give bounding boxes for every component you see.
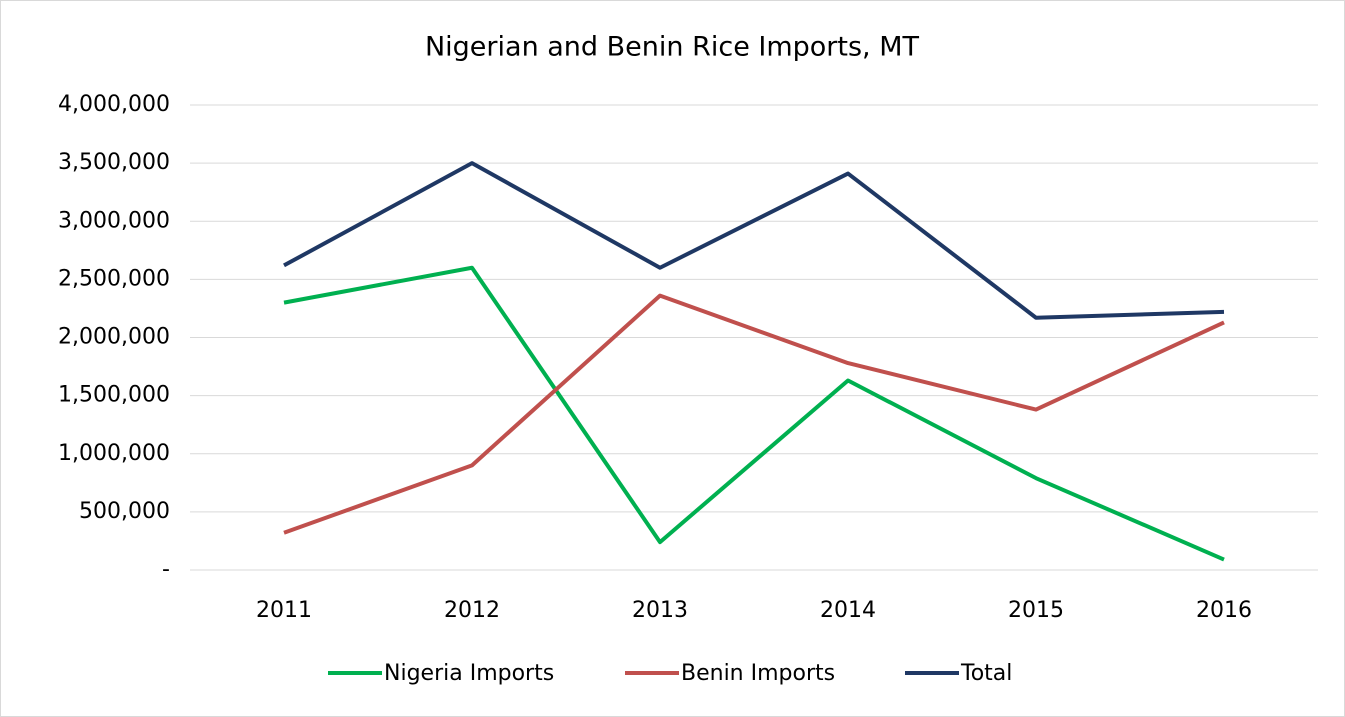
x-tick-label: 2014: [820, 598, 876, 623]
y-tick-label: 1,500,000: [58, 383, 170, 408]
x-tick-label: 2013: [632, 598, 688, 623]
x-tick-label: 2016: [1196, 598, 1252, 623]
y-tick-label: 500,000: [79, 499, 170, 524]
series-line: [283, 161, 1225, 320]
chart-title: Nigerian and Benin Rice Imports, MT: [425, 32, 920, 63]
y-tick-label: 2,500,000: [58, 266, 170, 291]
y-tick-label: 3,500,000: [58, 150, 170, 175]
legend-label: Nigeria Imports: [384, 661, 554, 686]
y-tick-label: 3,000,000: [58, 208, 170, 233]
series-line: [283, 265, 1225, 562]
x-tick-label: 2012: [444, 598, 500, 623]
legend-label: Benin Imports: [681, 661, 835, 686]
y-tick-label: 2,000,000: [58, 325, 170, 350]
legend-label: Total: [960, 661, 1012, 686]
y-tick-label: 1,000,000: [58, 441, 170, 466]
x-tick-label: 2011: [256, 598, 312, 623]
y-tick-label: 4,000,000: [58, 92, 170, 117]
x-tick-label: 2015: [1008, 598, 1064, 623]
y-tick-label: -: [162, 557, 170, 582]
series-line: [283, 293, 1225, 535]
